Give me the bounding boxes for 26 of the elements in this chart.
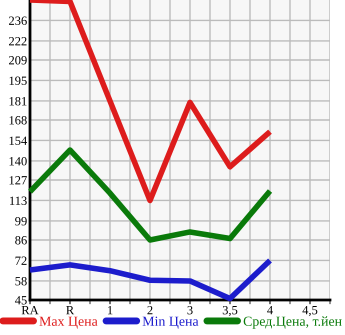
y-tick-label: 99 <box>15 217 27 226</box>
x-tick-label: 3,5 <box>222 306 238 316</box>
x-tick-label: 4,5 <box>302 306 318 316</box>
x-tick-label: 1 <box>108 306 112 314</box>
y-tick-label: 72 <box>16 256 27 265</box>
y-tick-label: 58 <box>15 277 27 286</box>
legend-label: Сред.Цена, т.йен <box>244 316 342 329</box>
legend-label: Max Цена <box>39 316 98 329</box>
x-tick-label: 2 <box>147 306 152 314</box>
x-tick-label: 3 <box>187 306 193 314</box>
y-tick-label: 127 <box>10 176 27 184</box>
y-tick-label: 86 <box>15 236 27 244</box>
y-tick-label: 209 <box>9 56 27 64</box>
y-tick-label: 236 <box>9 16 27 25</box>
y-tick-label: 168 <box>10 116 27 124</box>
y-tick-label: 195 <box>10 76 27 85</box>
y-tick-label: 222 <box>9 37 27 46</box>
y-tick-label: 154 <box>10 136 28 145</box>
legend-label: Min Цена <box>142 316 198 329</box>
x-tick-label: R <box>66 306 74 314</box>
y-tick-label: 181 <box>10 97 26 106</box>
y-tick-label: 140 <box>10 157 27 166</box>
y-tick-label: 113 <box>10 196 27 205</box>
x-tick-label: RA <box>22 306 39 314</box>
x-tick-label: 4 <box>267 306 273 314</box>
y-tick-label: 45 <box>14 296 27 304</box>
